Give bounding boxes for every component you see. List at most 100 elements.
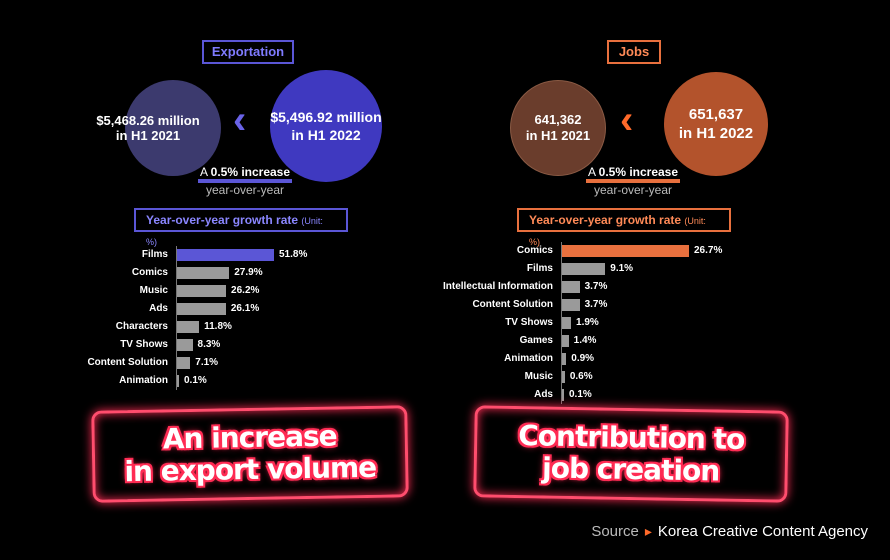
export-bar bbox=[177, 339, 193, 351]
jobs-h1-2022-bubble: 651,637 in H1 2022 bbox=[664, 72, 768, 176]
export-headline-box: An increase in export volume bbox=[91, 405, 409, 503]
jobs-increase-sub: year-over-year bbox=[593, 183, 673, 197]
jobs-curr-value: 651,637 bbox=[688, 106, 744, 123]
source-credit: Source ▸ Korea Creative Content Agency bbox=[591, 523, 868, 540]
source-label: Source bbox=[591, 523, 639, 540]
jobs-value-label: 0.6% bbox=[569, 371, 593, 382]
export-value-label: 51.8% bbox=[279, 249, 308, 260]
export-value-label: 8.3% bbox=[197, 339, 221, 350]
jobs-prev-value: 641,362 bbox=[534, 112, 582, 127]
export-category-label: Ads bbox=[149, 303, 168, 314]
jobs-axis-line bbox=[561, 242, 562, 404]
jobs-increase-prefix: A bbox=[587, 165, 599, 179]
export-h1-2022-bubble: $5,496.92 million in H1 2022 bbox=[270, 70, 382, 182]
source-text: Korea Creative Content Agency bbox=[657, 523, 868, 540]
jobs-category-label: Comics bbox=[516, 245, 553, 256]
jobs-bar-row: Films 9.1% bbox=[440, 260, 740, 278]
jobs-increase-value: 0.5% increase bbox=[598, 165, 679, 179]
export-category-label: Characters bbox=[115, 321, 168, 332]
jobs-category-label: TV Shows bbox=[505, 317, 553, 328]
export-value-label: 7.1% bbox=[195, 357, 219, 368]
export-category-label: Comics bbox=[131, 267, 168, 278]
jobs-rate-box: Year-over-year growth rate (Unit: %) bbox=[517, 208, 731, 247]
export-bar-row: Characters 11.8% bbox=[80, 318, 350, 336]
jobs-bar bbox=[562, 299, 580, 311]
jobs-category-label: Ads bbox=[534, 389, 553, 400]
export-rate-unit: (Unit: %) bbox=[146, 216, 323, 247]
export-bar bbox=[177, 357, 191, 369]
export-bar-row: Films 51.8% bbox=[80, 246, 350, 264]
jobs-value-label: 3.7% bbox=[584, 281, 608, 292]
export-increase-prefix: A bbox=[199, 165, 211, 179]
export-bar bbox=[177, 321, 200, 333]
jobs-growth-bar-chart: Comics 26.7% Films 9.1% Intellectual Informa… bbox=[440, 242, 740, 404]
jobs-bar bbox=[562, 389, 564, 401]
export-category-label: TV Shows bbox=[120, 339, 168, 350]
jobs-bar-row: Animation 0.9% bbox=[440, 350, 740, 368]
jobs-bar-row: TV Shows 1.9% bbox=[440, 314, 740, 332]
jobs-category-label: Intellectual Information bbox=[442, 281, 553, 292]
export-prev-value: $5,468.26 million bbox=[96, 113, 200, 128]
jobs-headline-box: Contribution to job creation bbox=[473, 405, 789, 503]
jobs-category-label: Games bbox=[519, 335, 553, 346]
jobs-category-label: Animation bbox=[504, 353, 553, 364]
jobs-bar-row: Intellectual Information 3.7% bbox=[440, 278, 740, 296]
export-bar bbox=[177, 285, 227, 297]
export-increase-value: 0.5% increase bbox=[210, 165, 291, 179]
jobs-value-label: 9.1% bbox=[610, 263, 634, 274]
jobs-bar-row: Comics 26.7% bbox=[440, 242, 740, 260]
export-bar bbox=[177, 375, 179, 387]
export-axis-line bbox=[176, 246, 177, 390]
export-bar-row: Comics 27.9% bbox=[80, 264, 350, 282]
export-value-label: 0.1% bbox=[184, 375, 207, 386]
jobs-bar bbox=[562, 317, 572, 329]
jobs-value-label: 1.9% bbox=[576, 317, 599, 328]
export-rate-title: Year-over-year growth rate bbox=[146, 213, 299, 227]
jobs-value-label: 1.4% bbox=[573, 335, 597, 346]
export-bar-row: Music 26.2% bbox=[80, 282, 350, 300]
export-category-label: Content Solution bbox=[87, 357, 168, 368]
export-increase-sub: year-over-year bbox=[205, 183, 285, 197]
jobs-value-label: 0.1% bbox=[569, 389, 592, 400]
export-category-label: Music bbox=[139, 285, 168, 296]
export-increase-note: A 0.5% increase year-over-year bbox=[180, 165, 310, 197]
jobs-increase-note: A 0.5% increase year-over-year bbox=[568, 165, 698, 197]
export-curr-period: in H1 2022 bbox=[291, 127, 361, 143]
jobs-rate-title: Year-over-year growth rate bbox=[529, 213, 682, 227]
export-category-label: Films bbox=[141, 249, 168, 260]
jobs-bar bbox=[562, 263, 606, 275]
jobs-curr-period: in H1 2022 bbox=[678, 125, 754, 142]
jobs-headline-line2: job creation bbox=[541, 451, 720, 488]
jobs-bar-row: Content Solution 3.7% bbox=[440, 296, 740, 314]
export-bar bbox=[177, 267, 230, 279]
export-prev-period: in H1 2021 bbox=[115, 128, 181, 143]
export-bar bbox=[177, 249, 274, 261]
jobs-category-label: Music bbox=[524, 371, 553, 382]
jobs-bar bbox=[562, 371, 565, 383]
jobs-h1-2021-bubble: 641,362 in H1 2021 bbox=[510, 80, 606, 176]
jobs-value-label: 3.7% bbox=[584, 299, 608, 310]
export-value-label: 26.2% bbox=[231, 285, 260, 296]
export-bar-row: TV Shows 8.3% bbox=[80, 336, 350, 354]
export-value-label: 26.1% bbox=[230, 303, 260, 314]
jobs-bar-row: Ads 0.1% bbox=[440, 386, 740, 404]
export-category-label: Animation bbox=[119, 375, 168, 386]
jobs-rate-unit: (Unit: %) bbox=[529, 216, 706, 247]
jobs-prev-period: in H1 2021 bbox=[525, 128, 591, 143]
chevron-right-icon: ▸ bbox=[644, 523, 652, 539]
export-bar-row: Animation 0.1% bbox=[80, 372, 350, 390]
jobs-bar bbox=[562, 281, 580, 293]
export-bar-row: Content Solution 7.1% bbox=[80, 354, 350, 372]
jobs-section-title: Jobs bbox=[607, 40, 661, 64]
export-value-label: 11.8% bbox=[204, 321, 232, 332]
less-than-arrow-icon: ‹ bbox=[620, 98, 634, 142]
export-h1-2021-bubble: $5,468.26 million in H1 2021 bbox=[96, 80, 221, 176]
jobs-bar-row: Games 1.4% bbox=[440, 332, 740, 350]
jobs-bar bbox=[562, 335, 569, 347]
jobs-value-label: 0.9% bbox=[571, 353, 595, 364]
jobs-bar bbox=[562, 353, 567, 365]
jobs-category-label: Content Solution bbox=[472, 299, 553, 310]
jobs-bar-row: Music 0.6% bbox=[440, 368, 740, 386]
export-bar-row: Ads 26.1% bbox=[80, 300, 350, 318]
export-headline-line2: in export volume bbox=[124, 450, 377, 489]
